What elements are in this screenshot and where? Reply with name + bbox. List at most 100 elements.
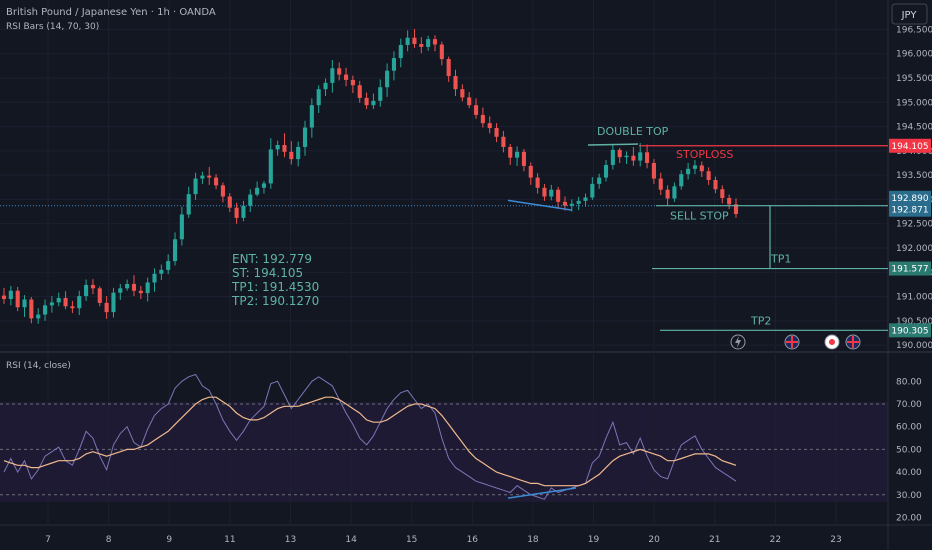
candle-body [617, 149, 622, 158]
tp1-price-tag-bg [889, 261, 931, 276]
candle-body [159, 269, 164, 274]
candle-body [90, 284, 95, 289]
uk-flag-icon-2[interactable] [845, 334, 861, 350]
candle-body [576, 200, 581, 204]
tp1-label: TP1 [770, 253, 791, 266]
candle-body [494, 128, 499, 137]
currency-button[interactable] [891, 3, 928, 25]
candle-body [49, 302, 54, 306]
rsi-tick-label: 80.00 [896, 377, 922, 387]
candle-body [302, 127, 308, 147]
rsi-tick-label: 40.00 [896, 468, 922, 478]
candle-body [131, 283, 137, 291]
candle-body [508, 146, 513, 158]
candle-body [145, 282, 150, 294]
x-tick-label: 22 [770, 535, 781, 545]
x-tick-label: 9 [166, 535, 172, 545]
candle-body [720, 189, 725, 198]
candle-body [63, 298, 68, 307]
price-tick-label: 191.000 [896, 293, 932, 303]
candle-body [385, 70, 390, 88]
candle-body [610, 149, 615, 165]
trade-entry-text: ENT: 192.779 [232, 252, 312, 266]
candle-body [521, 151, 526, 166]
candle-body [296, 146, 301, 160]
candle-body [713, 180, 718, 190]
candle-body [672, 186, 677, 199]
candle-body [706, 171, 711, 180]
candle-body [56, 298, 61, 303]
candle-body [179, 214, 184, 240]
rsi-tick-label: 60.00 [896, 423, 922, 433]
rsi-title: RSI (14, close) [6, 361, 71, 371]
candle-body [268, 149, 273, 184]
x-tick-label: 11 [224, 535, 235, 545]
trade-tp2-text: TP2: 190.1270 [231, 294, 319, 308]
chart-title: British Pound / Japanese Yen · 1h · OAND… [6, 7, 216, 18]
candle-body [289, 151, 294, 160]
candle-body [138, 290, 143, 294]
candle-body [84, 284, 89, 297]
candle-body [323, 82, 328, 90]
candle-body [357, 85, 362, 98]
candle-body [22, 299, 27, 308]
candle-body [480, 114, 485, 124]
rsi-ma-line [3, 396, 737, 487]
candle-body [1, 295, 7, 299]
candle-body [111, 292, 116, 313]
rsi-tick-label: 20.00 [896, 513, 922, 523]
candle-body [631, 155, 636, 161]
tp1-price-tag: 191.577 [891, 265, 928, 275]
double-top-label: DOUBLE TOP [597, 125, 669, 138]
candle-body [241, 205, 246, 218]
lightning-icon[interactable] [730, 334, 746, 350]
candle-body [699, 165, 704, 172]
x-tick-label: 7 [45, 535, 51, 545]
stoploss-price-tag-bg [889, 138, 931, 153]
rsi-tick-label: 30.00 [896, 491, 922, 501]
candle-body [651, 163, 656, 179]
candle-body [214, 177, 219, 186]
x-tick-label: 13 [285, 535, 296, 545]
candle-body [227, 196, 232, 208]
candle-body [569, 203, 574, 206]
candle-body [638, 152, 643, 161]
candle-body [419, 44, 424, 47]
candle-body [467, 97, 472, 106]
candle-body [535, 177, 540, 188]
candle-body [378, 87, 383, 101]
candle-body [439, 44, 444, 60]
candle-body [97, 288, 102, 303]
candle-body [207, 175, 212, 178]
sell-stop-price-tag: 192.871 [891, 206, 928, 216]
candle-body [426, 39, 431, 47]
x-tick-label: 21 [709, 535, 720, 545]
trade-stop-text: ST: 194.105 [232, 266, 303, 280]
japan-flag-icon[interactable] [824, 334, 840, 350]
price-tick-label: 195.500 [896, 74, 932, 84]
candle-body [624, 155, 629, 158]
candle-body [316, 89, 321, 106]
currency-label: JPY [901, 10, 918, 21]
candle-body [248, 194, 253, 206]
candle-body [727, 197, 732, 205]
candle-body [432, 39, 438, 45]
candle-body [42, 305, 48, 315]
candle-body [549, 189, 554, 197]
candle-body [152, 273, 157, 283]
x-tick-label: 19 [588, 535, 600, 545]
sell-stop-price-tag-bg [889, 202, 931, 217]
uk-flag-icon[interactable] [784, 334, 800, 350]
candle-body [275, 145, 280, 150]
candle-body [29, 299, 34, 319]
price-tick-label: 196.000 [896, 50, 932, 60]
candle-body [679, 174, 684, 187]
candle-body [118, 288, 123, 293]
rsi-tick-label: 70.00 [896, 400, 922, 410]
x-tick-label: 18 [527, 535, 539, 545]
double-top-line [587, 143, 639, 146]
candle-body [412, 37, 417, 44]
candle-body [364, 97, 369, 106]
candle-body [255, 187, 260, 195]
candle-body [562, 201, 568, 206]
